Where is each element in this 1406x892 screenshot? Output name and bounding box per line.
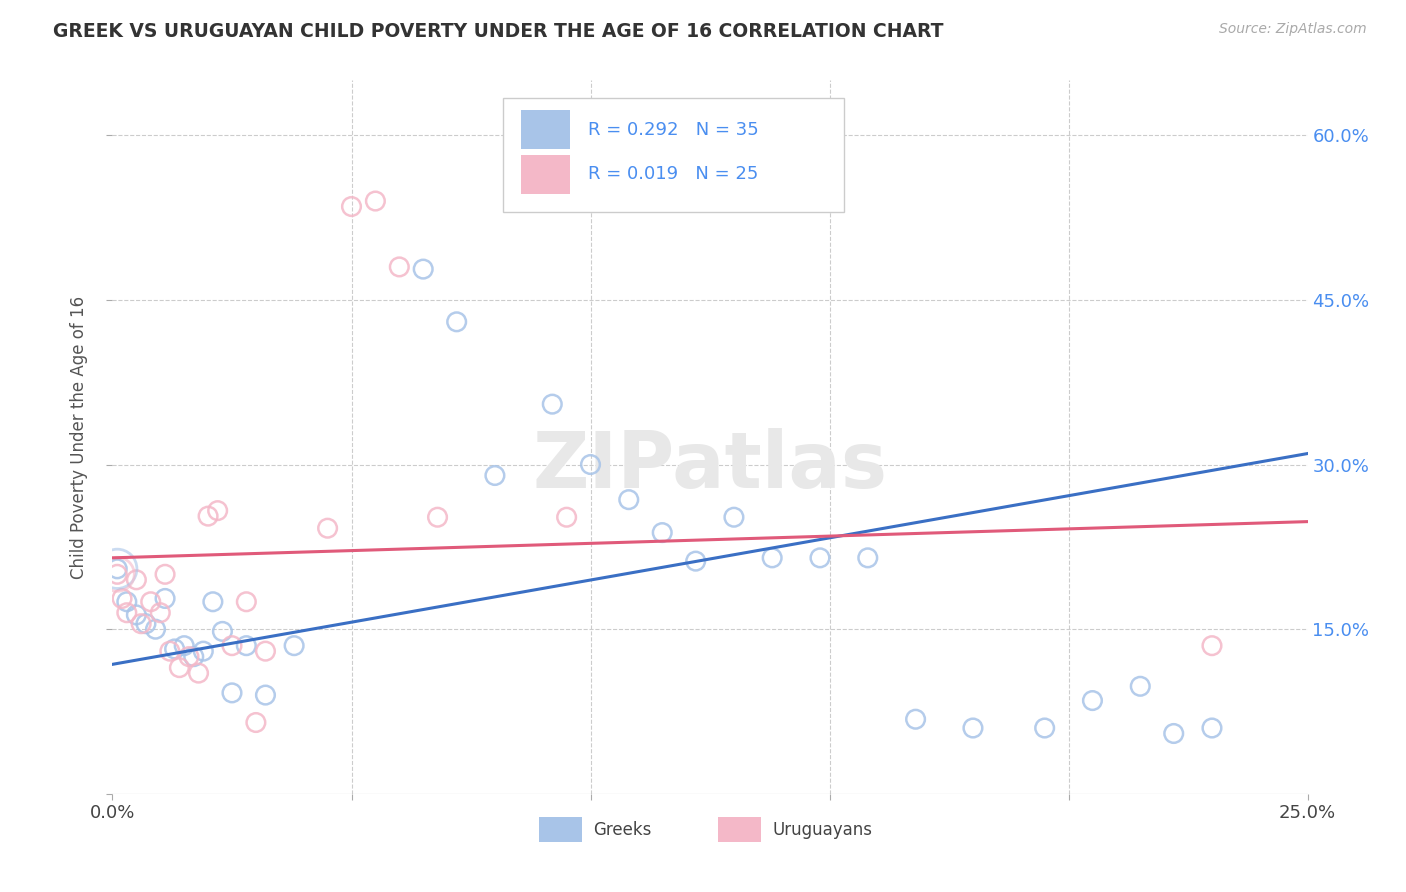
FancyBboxPatch shape bbox=[522, 155, 571, 194]
Point bbox=[153, 567, 176, 582]
Point bbox=[221, 686, 243, 700]
Point bbox=[446, 315, 468, 329]
Point bbox=[541, 397, 564, 411]
Point bbox=[145, 622, 167, 636]
Point bbox=[340, 200, 363, 214]
Point bbox=[163, 642, 186, 657]
Point bbox=[211, 624, 233, 639]
Point bbox=[159, 644, 181, 658]
Point bbox=[221, 639, 243, 653]
Point bbox=[651, 525, 673, 540]
Point bbox=[364, 194, 387, 208]
FancyBboxPatch shape bbox=[538, 817, 582, 842]
Point bbox=[105, 567, 128, 582]
Point bbox=[169, 660, 191, 674]
Point bbox=[412, 262, 434, 277]
Point bbox=[962, 721, 984, 735]
Text: GREEK VS URUGUAYAN CHILD POVERTY UNDER THE AGE OF 16 CORRELATION CHART: GREEK VS URUGUAYAN CHILD POVERTY UNDER T… bbox=[53, 22, 943, 41]
Point bbox=[129, 616, 152, 631]
Point bbox=[388, 260, 411, 274]
FancyBboxPatch shape bbox=[718, 817, 762, 842]
Point bbox=[555, 510, 578, 524]
Point bbox=[1081, 693, 1104, 707]
Point bbox=[139, 595, 162, 609]
Point bbox=[115, 595, 138, 609]
Point bbox=[1163, 726, 1185, 740]
Point bbox=[1201, 639, 1223, 653]
Point bbox=[201, 595, 224, 609]
Point bbox=[135, 616, 157, 631]
Point bbox=[187, 666, 209, 681]
Point bbox=[105, 562, 128, 576]
Point bbox=[207, 503, 229, 517]
Point bbox=[904, 712, 927, 726]
Point bbox=[183, 649, 205, 664]
Point bbox=[197, 509, 219, 524]
Point bbox=[723, 510, 745, 524]
Point bbox=[856, 550, 879, 565]
Point bbox=[1201, 721, 1223, 735]
FancyBboxPatch shape bbox=[522, 111, 571, 149]
Point bbox=[617, 492, 640, 507]
Point bbox=[254, 688, 277, 702]
Point bbox=[685, 554, 707, 568]
Point bbox=[426, 510, 449, 524]
Point bbox=[283, 639, 305, 653]
Point bbox=[149, 606, 172, 620]
Text: R = 0.019   N = 25: R = 0.019 N = 25 bbox=[588, 166, 758, 184]
Point bbox=[177, 649, 200, 664]
Point bbox=[1033, 721, 1056, 735]
Point bbox=[235, 639, 257, 653]
Point bbox=[808, 550, 831, 565]
Point bbox=[125, 573, 148, 587]
Point bbox=[316, 521, 339, 535]
Point bbox=[125, 607, 148, 622]
Point bbox=[153, 591, 176, 606]
Point bbox=[245, 715, 267, 730]
Point bbox=[579, 458, 602, 472]
Point bbox=[484, 468, 506, 483]
Point bbox=[761, 550, 783, 565]
Point bbox=[193, 644, 215, 658]
Text: Source: ZipAtlas.com: Source: ZipAtlas.com bbox=[1219, 22, 1367, 37]
Text: Greeks: Greeks bbox=[593, 821, 651, 838]
Point bbox=[105, 562, 128, 576]
Point bbox=[111, 591, 134, 606]
Text: ZIPatlas: ZIPatlas bbox=[533, 427, 887, 504]
FancyBboxPatch shape bbox=[503, 98, 844, 212]
Point bbox=[235, 595, 257, 609]
Text: R = 0.292   N = 35: R = 0.292 N = 35 bbox=[588, 120, 759, 138]
Text: Uruguayans: Uruguayans bbox=[772, 821, 872, 838]
Point bbox=[1129, 679, 1152, 693]
Point bbox=[254, 644, 277, 658]
Point bbox=[173, 639, 195, 653]
Y-axis label: Child Poverty Under the Age of 16: Child Poverty Under the Age of 16 bbox=[70, 295, 89, 579]
Point bbox=[115, 606, 138, 620]
Point bbox=[105, 567, 128, 582]
